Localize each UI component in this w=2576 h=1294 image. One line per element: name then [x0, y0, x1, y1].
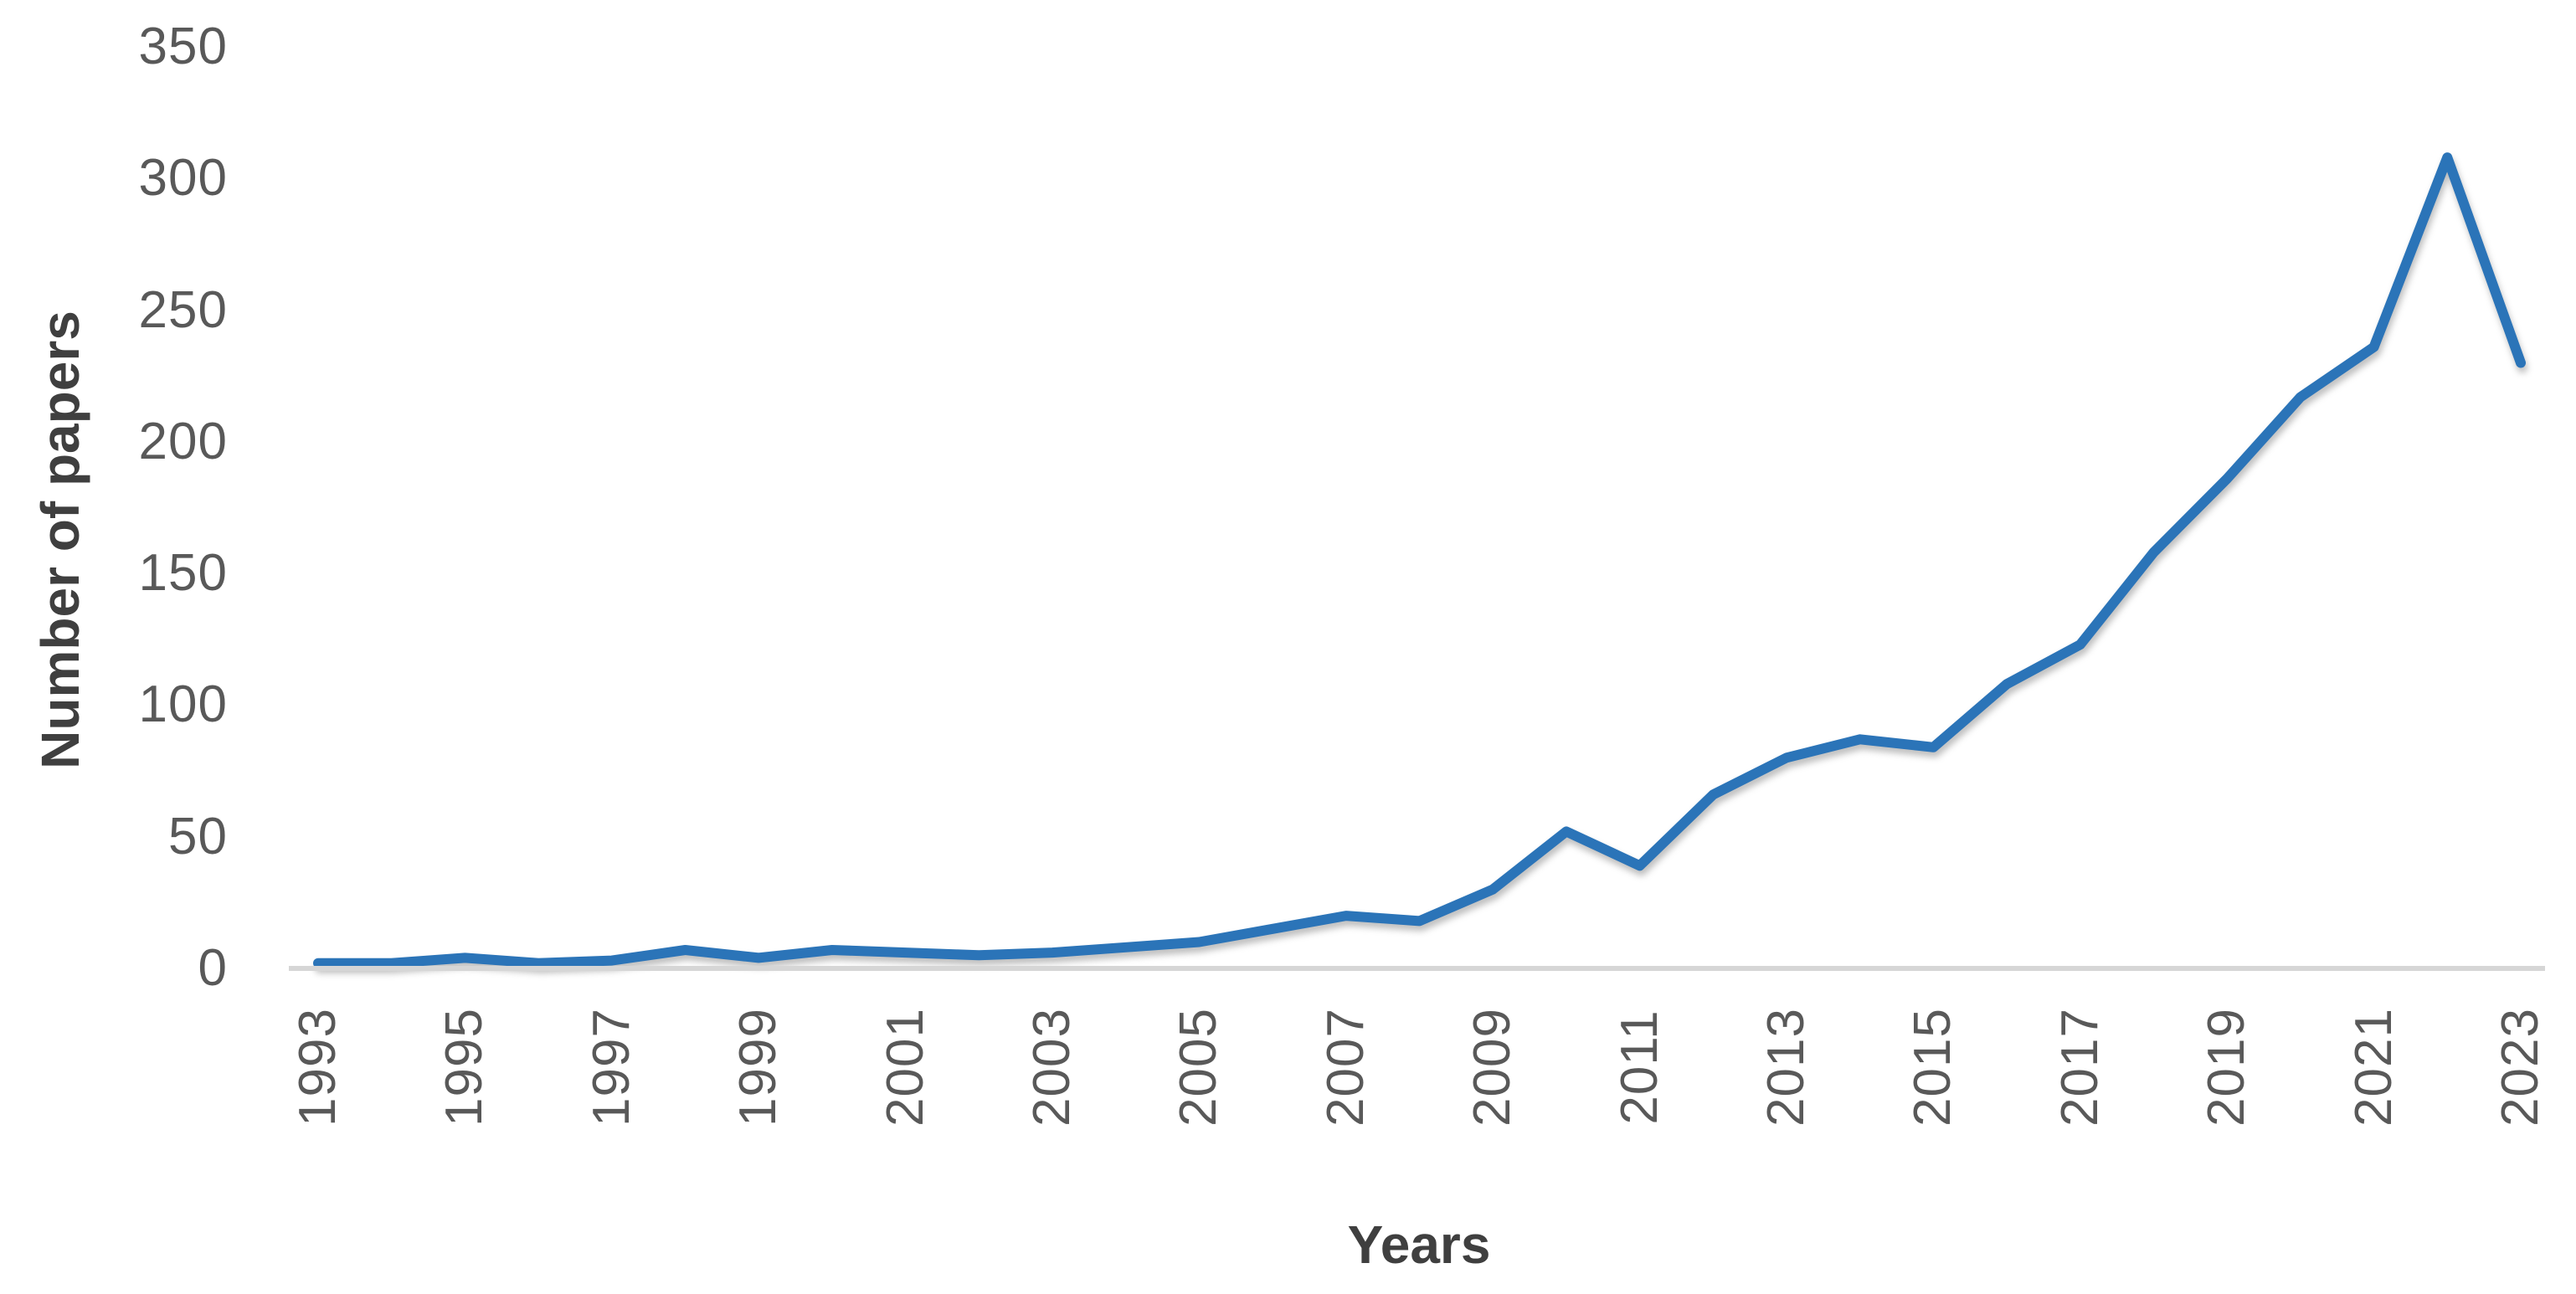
x-tick-label: 2017 — [2050, 1008, 2109, 1127]
x-tick-label: 2021 — [2344, 1008, 2403, 1127]
y-tick-label: 150 — [138, 544, 228, 603]
x-tick-label: 2003 — [1023, 1008, 1081, 1127]
y-tick-label: 250 — [138, 280, 228, 339]
x-tick-label: 2007 — [1316, 1008, 1375, 1127]
y-tick-label: 0 — [198, 939, 228, 997]
y-tick-label: 200 — [138, 412, 228, 470]
x-tick-label: 2011 — [1610, 1009, 1668, 1125]
x-tick-label: 2015 — [1904, 1008, 1962, 1127]
y-tick-label: 100 — [138, 675, 228, 734]
x-tick-label: 1995 — [435, 1008, 494, 1127]
x-tick-label: 2005 — [1170, 1008, 1228, 1127]
x-tick-label: 2009 — [1463, 1008, 1522, 1127]
x-axis-title: Years — [1347, 1214, 1491, 1275]
x-tick-label: 2019 — [2198, 1008, 2256, 1127]
x-tick-label: 1993 — [289, 1008, 347, 1127]
x-tick-label: 1997 — [582, 1008, 640, 1127]
x-tick-label: 2023 — [2491, 1008, 2549, 1127]
x-tick-label: 1999 — [729, 1008, 788, 1127]
x-tick-label: 2001 — [876, 1008, 934, 1127]
y-tick-label: 300 — [138, 149, 228, 208]
y-tick-label: 50 — [168, 807, 228, 865]
x-axis-baseline — [289, 966, 2545, 971]
x-tick-label: 2013 — [1757, 1008, 1815, 1127]
papers-line-series — [313, 152, 2526, 968]
y-tick-label: 350 — [138, 18, 228, 75]
